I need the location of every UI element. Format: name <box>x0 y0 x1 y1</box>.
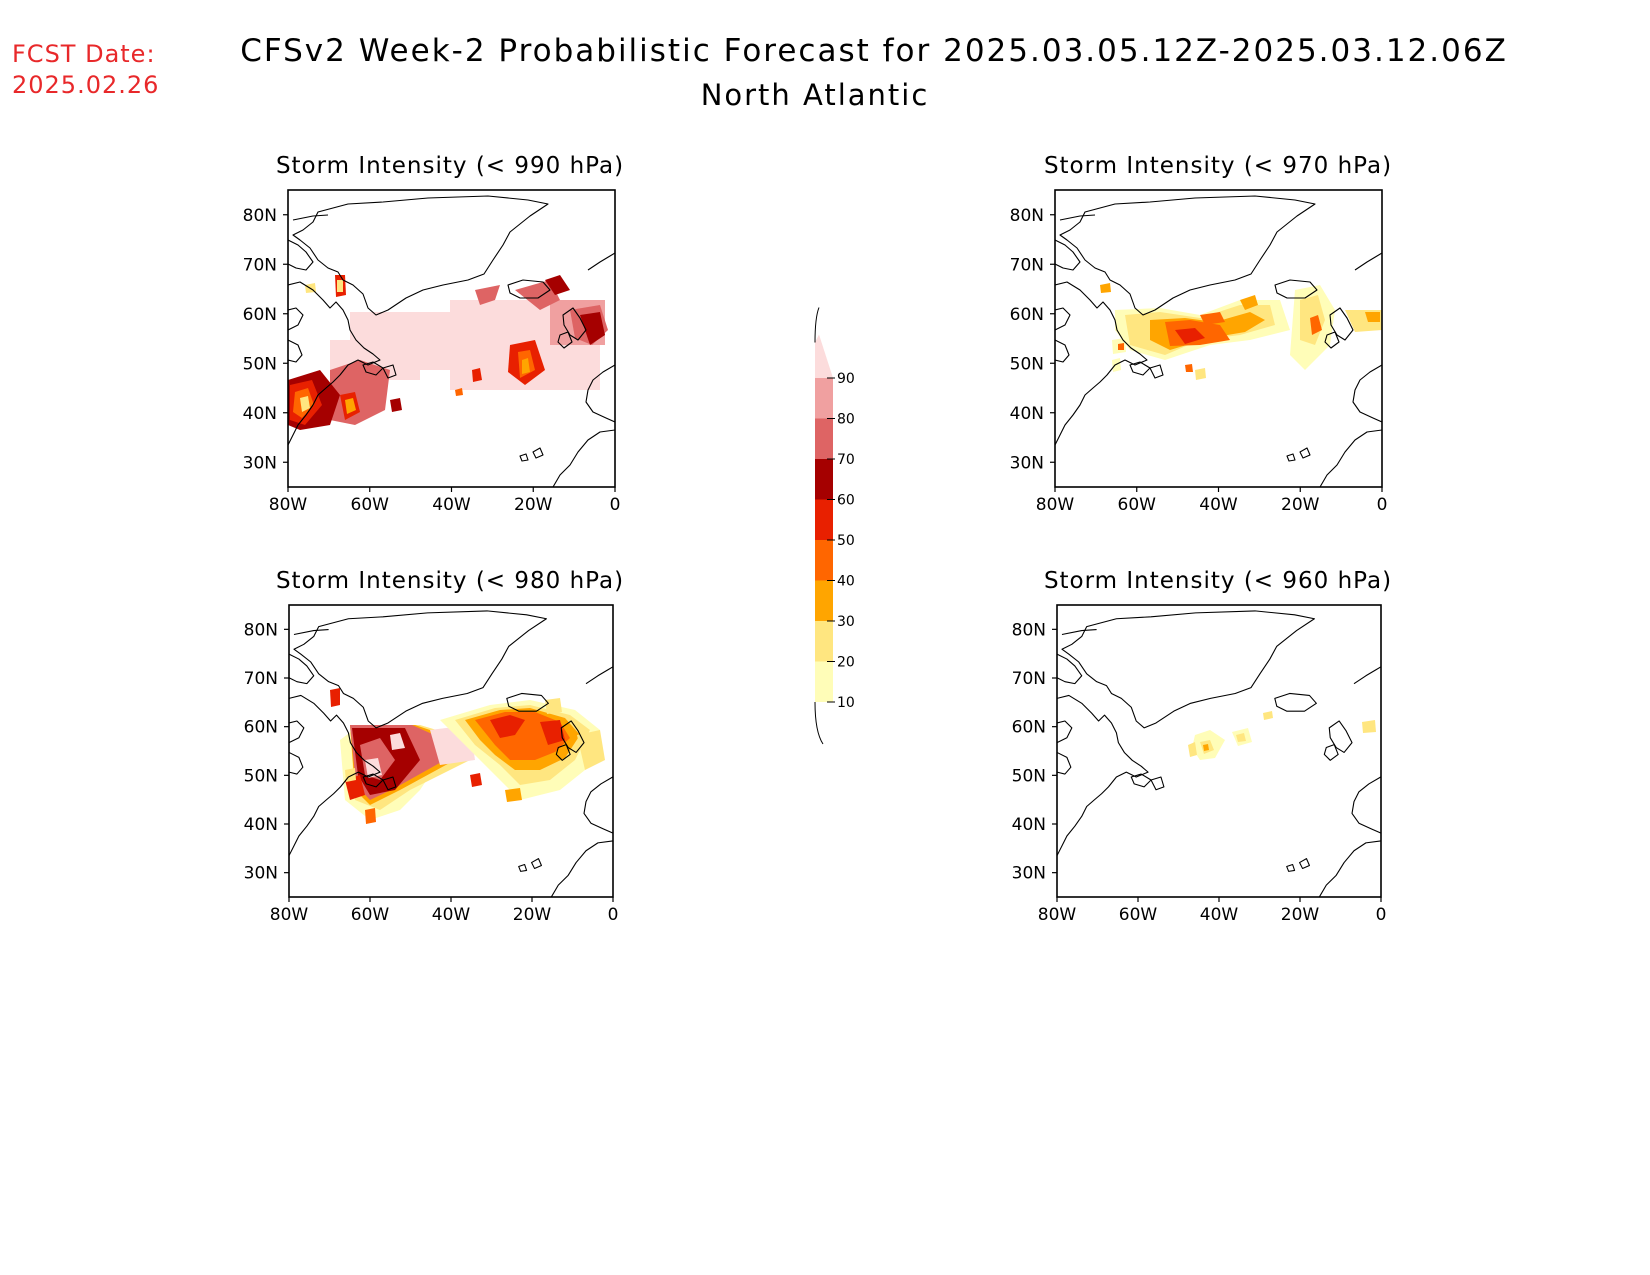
lon-tick-label: 60W <box>351 495 390 515</box>
lat-tick-label: 50N <box>243 354 277 374</box>
lon-tick-label: 20W <box>513 905 552 925</box>
lon-tick-label: 60W <box>351 905 390 925</box>
colorbar-segment <box>815 378 833 419</box>
lon-tick-label: 60W <box>1119 905 1158 925</box>
colorbar-segment <box>815 540 833 581</box>
lat-tick-label: 70N <box>243 255 277 275</box>
panel-960hpa: Storm Intensity (< 960 hPa) 80W 60W 40W 20W… <box>1012 568 1392 925</box>
map-frame <box>1056 604 1382 898</box>
colorbar-label: 90 <box>837 371 855 387</box>
page-title: CFSv2 Week-2 Probabilistic Forecast for … <box>240 33 1508 69</box>
lat-tick-label: 40N <box>243 404 277 424</box>
lon-tick-label: 80W <box>1038 905 1077 925</box>
colorbar-segment <box>815 499 833 540</box>
lon-tick-label: 80W <box>1036 495 1075 515</box>
panel-970hpa: Storm Intensity (< 970 hPa) 80W 60W 40W 20W… <box>1010 153 1392 515</box>
colorbar-segment <box>815 418 833 459</box>
colorbar-segment <box>815 334 833 378</box>
lat-tick-label: 70N <box>244 669 278 689</box>
lat-tick-label: 40N <box>1012 815 1046 835</box>
colorbar-segment <box>815 580 833 621</box>
lon-tick-label: 40W <box>1200 905 1239 925</box>
lon-tick-label: 0 <box>608 905 619 925</box>
lon-tick-label: 80W <box>270 905 309 925</box>
lon-tick-label: 40W <box>432 905 471 925</box>
probability-colorbar: 10 20 30 40 50 60 70 80 90 <box>814 307 855 745</box>
colorbar-label: 10 <box>837 695 855 711</box>
lon-tick-label: 80W <box>269 495 308 515</box>
lat-tick-label: 30N <box>1010 453 1044 473</box>
lon-tick-label: 20W <box>1281 905 1320 925</box>
lon-tick-label: 20W <box>514 495 553 515</box>
lon-tick-label: 0 <box>1376 905 1387 925</box>
panel-title: Storm Intensity (< 980 hPa) <box>276 568 624 594</box>
lat-tick-label: 80N <box>1012 620 1046 640</box>
lat-tick-label: 80N <box>1010 206 1044 226</box>
lat-tick-label: 50N <box>1012 766 1046 786</box>
lon-tick-label: 60W <box>1118 495 1157 515</box>
panel-980hpa: Storm Intensity (< 980 hPa) <box>244 568 624 925</box>
lat-tick-label: 60N <box>1012 718 1046 738</box>
lon-tick-label: 0 <box>1377 495 1388 515</box>
fcst-date-label: FCST Date: <box>12 40 156 68</box>
panel-990hpa: Storm Intensity (< 990 hPa) <box>243 153 624 515</box>
lat-tick-label: 70N <box>1010 255 1044 275</box>
lat-tick-label: 30N <box>244 864 278 884</box>
lat-tick-label: 80N <box>244 620 278 640</box>
region-subtitle: North Atlantic <box>701 78 930 112</box>
colorbar-segment <box>815 661 833 702</box>
colorbar-label: 60 <box>837 493 855 509</box>
panel-title: Storm Intensity (< 970 hPa) <box>1044 153 1392 179</box>
lon-tick-label: 0 <box>610 495 621 515</box>
fcst-date-value: 2025.02.26 <box>12 71 159 99</box>
lat-tick-label: 70N <box>1012 669 1046 689</box>
probability-fill <box>288 275 608 430</box>
lat-tick-label: 60N <box>243 305 277 325</box>
lat-tick-label: 40N <box>1010 404 1044 424</box>
lon-tick-label: 40W <box>1199 495 1238 515</box>
lat-tick-label: 30N <box>1012 864 1046 884</box>
colorbar-label: 40 <box>837 574 855 590</box>
lat-tick-label: 80N <box>243 206 277 226</box>
panel-title: Storm Intensity (< 960 hPa) <box>1044 568 1392 594</box>
colorbar-segment <box>815 621 833 662</box>
probability-fill <box>1188 711 1376 760</box>
probability-fill <box>1100 283 1382 380</box>
lon-tick-label: 40W <box>432 495 471 515</box>
panel-title: Storm Intensity (< 990 hPa) <box>276 153 624 179</box>
lat-tick-label: 30N <box>243 453 277 473</box>
lon-tick-label: 20W <box>1281 495 1320 515</box>
lat-tick-label: 50N <box>244 766 278 786</box>
lat-tick-label: 40N <box>244 815 278 835</box>
colorbar-label: 50 <box>837 533 855 549</box>
lat-tick-label: 60N <box>244 718 278 738</box>
colorbar-label: 30 <box>837 614 855 630</box>
colorbar-label: 80 <box>837 412 855 428</box>
colorbar-label: 20 <box>837 655 855 671</box>
colorbar-label: 70 <box>837 452 855 468</box>
colorbar-segment <box>815 459 833 500</box>
lat-tick-label: 60N <box>1010 305 1044 325</box>
lat-tick-label: 50N <box>1010 354 1044 374</box>
probability-fill <box>330 688 605 824</box>
